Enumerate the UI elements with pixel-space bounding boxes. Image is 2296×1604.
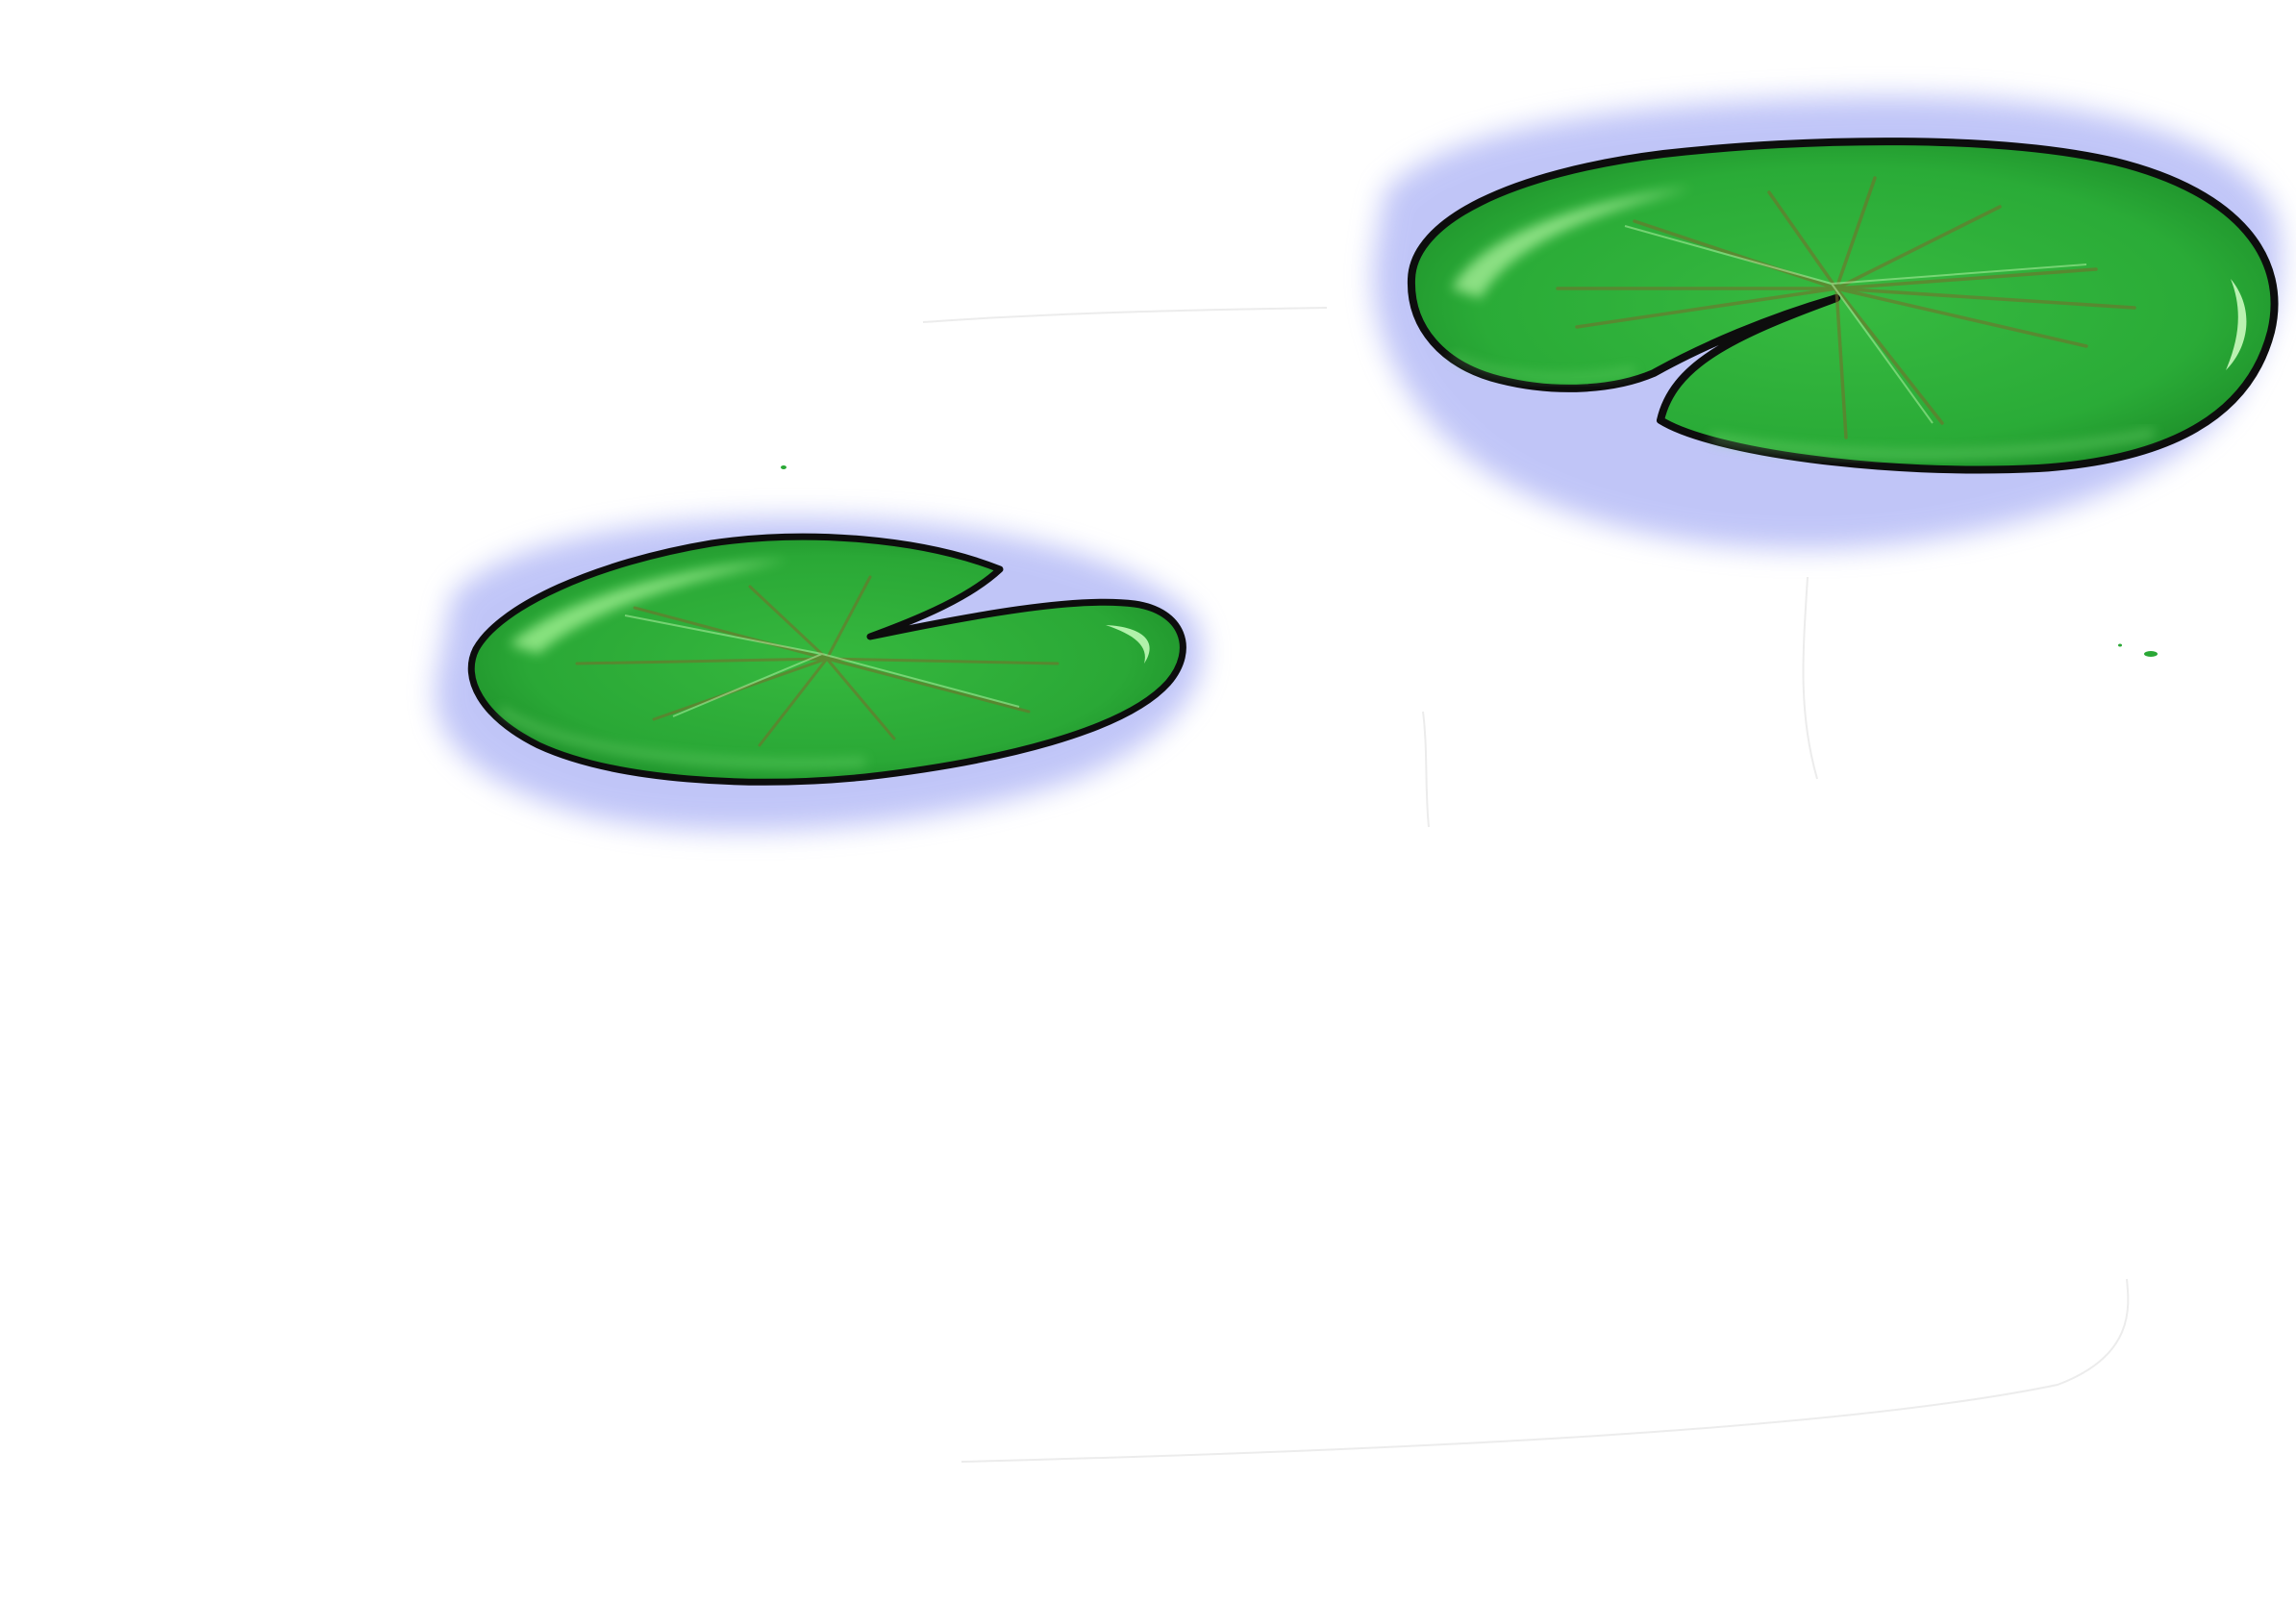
- leaf-left-highlight: [510, 560, 788, 654]
- leaf-right: [1407, 138, 2279, 474]
- leaf-right-veins: [1556, 176, 2136, 439]
- leaf-left-rim-highlight: [1106, 625, 1150, 664]
- lily-pad-right: [1373, 95, 2282, 550]
- lily-pad-left: [435, 517, 1203, 832]
- sketch-lines: [922, 307, 2130, 1463]
- stray-marks: [781, 465, 2158, 657]
- leaf-right-highlight: [1452, 188, 1692, 298]
- leaf-right-rim-highlight: [2226, 279, 2247, 370]
- leaf-left-veins: [575, 575, 1060, 747]
